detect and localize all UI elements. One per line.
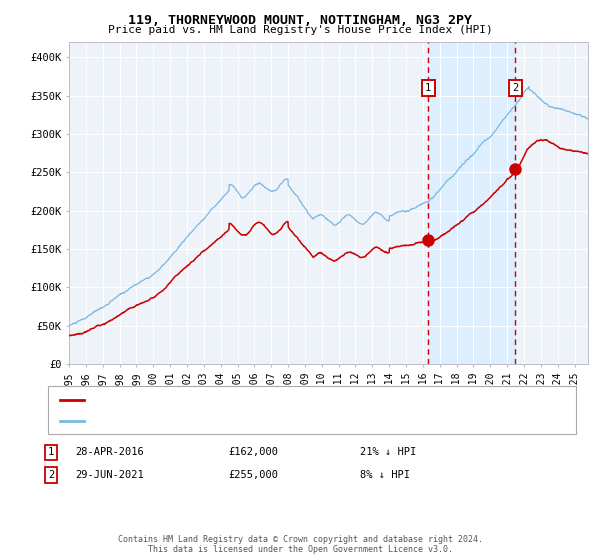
Text: 28-APR-2016: 28-APR-2016 <box>75 447 144 458</box>
Text: 1: 1 <box>48 447 54 458</box>
Text: 2: 2 <box>48 470 54 480</box>
Text: HPI: Average price, detached house, City of Nottingham: HPI: Average price, detached house, City… <box>93 416 410 426</box>
Text: 21% ↓ HPI: 21% ↓ HPI <box>360 447 416 458</box>
Text: Price paid vs. HM Land Registry's House Price Index (HPI): Price paid vs. HM Land Registry's House … <box>107 25 493 35</box>
Bar <box>428 42 515 364</box>
Text: 29-JUN-2021: 29-JUN-2021 <box>75 470 144 480</box>
Text: Contains HM Land Registry data © Crown copyright and database right 2024.
This d: Contains HM Land Registry data © Crown c… <box>118 535 482 554</box>
Text: 119, THORNEYWOOD MOUNT, NOTTINGHAM, NG3 2PY: 119, THORNEYWOOD MOUNT, NOTTINGHAM, NG3 … <box>128 14 472 27</box>
Text: 8% ↓ HPI: 8% ↓ HPI <box>360 470 410 480</box>
Text: 1: 1 <box>425 83 431 93</box>
Text: 2: 2 <box>512 83 518 93</box>
Text: £255,000: £255,000 <box>228 470 278 480</box>
Text: 119, THORNEYWOOD MOUNT, NOTTINGHAM, NG3 2PY (detached house): 119, THORNEYWOOD MOUNT, NOTTINGHAM, NG3 … <box>93 395 445 405</box>
Text: £162,000: £162,000 <box>228 447 278 458</box>
